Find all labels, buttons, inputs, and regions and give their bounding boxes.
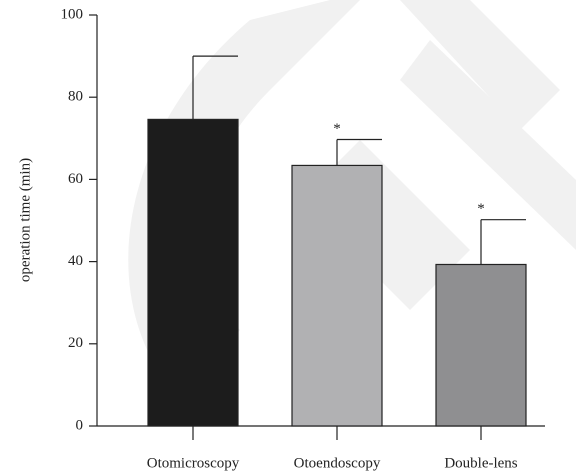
bar: [147, 118, 239, 427]
y-tick-label: 0: [76, 417, 84, 433]
bar: [435, 263, 527, 427]
x-tick-label: Otomicroscopy: [147, 455, 240, 471]
y-tick-label: 100: [61, 6, 84, 22]
x-tick-label: Otoendoscopy: [294, 455, 381, 471]
significance-mark: *: [477, 201, 485, 217]
bar: [291, 164, 383, 427]
y-tick-label: 60: [68, 171, 83, 187]
y-tick-label: 80: [68, 89, 83, 105]
significance-mark: *: [333, 121, 341, 137]
y-tick-label: 40: [68, 253, 83, 269]
y-axis-label: operation time (min): [17, 158, 33, 282]
x-tick-label: Double-lens: [444, 455, 517, 471]
y-tick-label: 20: [68, 335, 83, 351]
